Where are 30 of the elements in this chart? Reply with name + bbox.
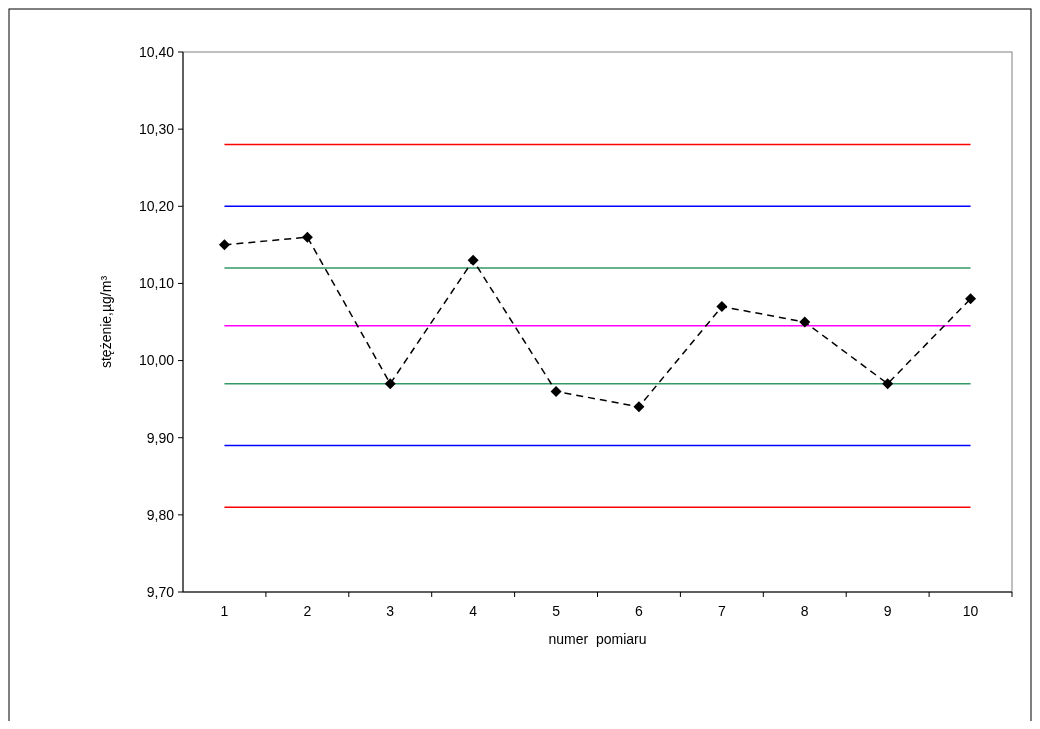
- y-tick-label: 10,10: [138, 275, 175, 292]
- x-tick-label: 4: [469, 603, 478, 619]
- y-tick-label: 10,00: [138, 352, 175, 369]
- x-tick-label: 8: [800, 603, 809, 619]
- x-tick-label: 5: [552, 603, 561, 619]
- x-tick-label: 2: [303, 603, 312, 619]
- x-tick-label: 6: [635, 603, 644, 619]
- y-tick-label: 9,70: [146, 583, 175, 600]
- y-tick-label: 9,80: [146, 506, 175, 523]
- point: [633, 401, 645, 413]
- point: [218, 239, 230, 251]
- x-tick-label: 7: [717, 603, 726, 619]
- y-tick-label: 10,30: [138, 121, 175, 138]
- point: [882, 378, 894, 390]
- x-tick-label: 9: [883, 603, 892, 619]
- y-tick-label: 9,90: [146, 429, 175, 446]
- point: [799, 316, 811, 328]
- y-tick-label: 10,20: [138, 198, 175, 215]
- point: [550, 385, 562, 397]
- y-axis-title: stężenie,µg/m³: [98, 275, 114, 369]
- point: [301, 231, 313, 243]
- point: [467, 254, 479, 266]
- x-axis-title: numer pomiaru: [548, 631, 647, 647]
- x-tick-label: 1: [220, 603, 229, 619]
- x-tick-label: 10: [962, 603, 979, 619]
- point: [965, 293, 977, 305]
- point: [716, 301, 728, 313]
- y-tick-label: 10,40: [138, 43, 175, 60]
- point: [384, 378, 396, 390]
- x-tick-label: 3: [386, 603, 395, 619]
